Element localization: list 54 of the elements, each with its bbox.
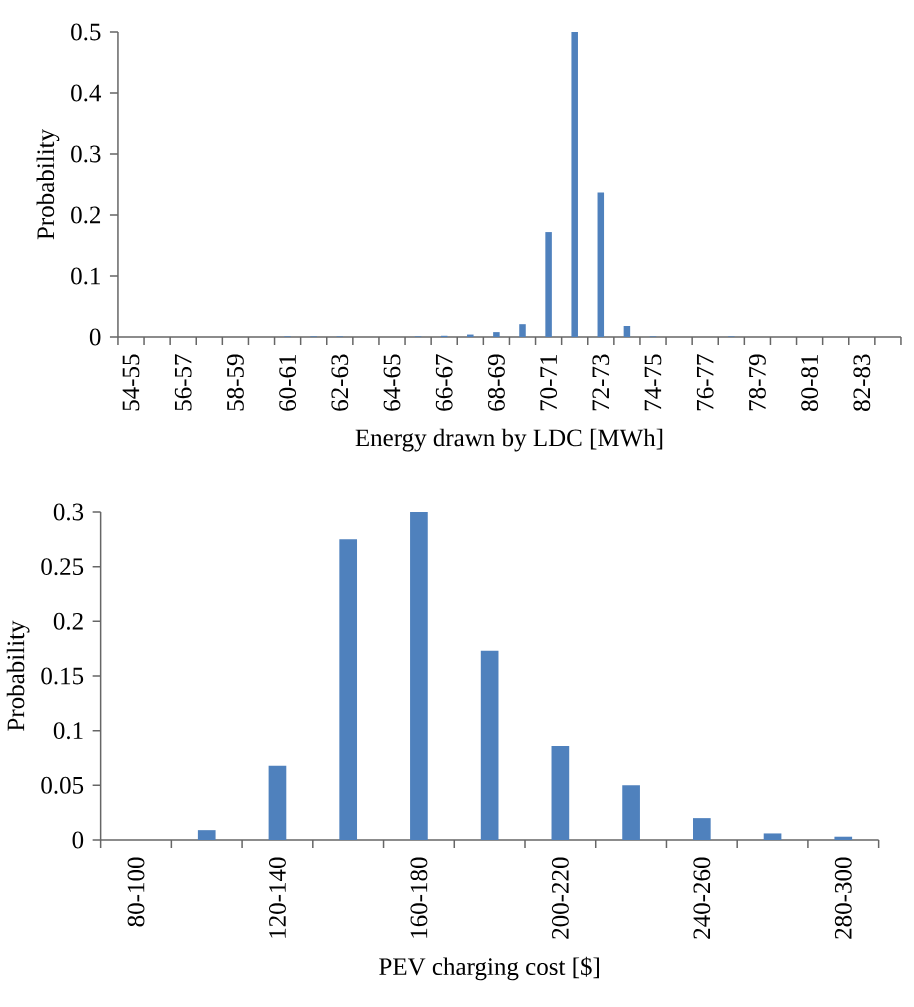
y-tick-label: 0.05 bbox=[41, 776, 84, 794]
y-axis-title: Probability bbox=[6, 620, 30, 731]
y-tick-label: 0.25 bbox=[41, 558, 84, 576]
y-tick-label: 0 bbox=[89, 328, 101, 346]
x-tick-label: 200-220 bbox=[551, 857, 569, 939]
x-tick-label: 66-67 bbox=[435, 354, 453, 411]
x-tick-label: 76-77 bbox=[696, 354, 714, 411]
y-tick-label: 0.2 bbox=[53, 612, 83, 630]
x-tick-label: 160-180 bbox=[410, 857, 428, 938]
bar bbox=[545, 232, 552, 337]
y-tick-label: 0.1 bbox=[53, 722, 83, 740]
x-tick-label: 70-71 bbox=[540, 355, 558, 411]
x-tick-label: 58-59 bbox=[226, 354, 244, 411]
y-tick-label: 0.2 bbox=[71, 206, 101, 224]
bar bbox=[763, 833, 782, 840]
y-tick-label: 0.3 bbox=[71, 145, 101, 163]
x-axis-title: PEV charging cost [$] bbox=[379, 956, 599, 981]
x-tick-label: 80-81 bbox=[801, 355, 819, 411]
bar bbox=[597, 192, 605, 337]
x-tick-label: 80-100 bbox=[127, 857, 145, 927]
y-tick-label: 0.3 bbox=[53, 503, 84, 521]
bar bbox=[551, 745, 570, 840]
bar bbox=[480, 650, 499, 840]
x-tick-label: 56-57 bbox=[174, 354, 192, 411]
bar bbox=[493, 332, 500, 337]
x-tick-label: 120-140 bbox=[269, 857, 286, 938]
x-tick-label: 280-300 bbox=[834, 857, 852, 939]
bar bbox=[519, 324, 526, 337]
bar bbox=[834, 836, 853, 840]
x-tick-label: 62-63 bbox=[331, 354, 349, 411]
x-tick-label: 78-79 bbox=[748, 354, 766, 411]
x-tick-label: 240-260 bbox=[693, 857, 711, 939]
x-tick-label: 82-83 bbox=[853, 354, 871, 411]
y-tick-label: 0.4 bbox=[71, 84, 102, 102]
x-tick-label: 72-73 bbox=[592, 354, 610, 411]
bar bbox=[571, 32, 578, 337]
x-tick-label: 74-75 bbox=[644, 354, 662, 411]
x-tick-label: 64-65 bbox=[383, 354, 401, 411]
x-tick-label: 54-55 bbox=[122, 354, 140, 411]
bar bbox=[692, 818, 711, 840]
y-tick-label: 0 bbox=[72, 831, 84, 849]
x-tick-label: 68-69 bbox=[487, 354, 505, 411]
bar bbox=[623, 326, 631, 337]
bar bbox=[339, 539, 358, 840]
x-axis-title: Energy drawn by LDC [MWh] bbox=[355, 428, 663, 452]
bar bbox=[622, 785, 640, 840]
y-tick-label: 0.5 bbox=[71, 23, 101, 41]
y-tick-label: 0.1 bbox=[71, 267, 100, 285]
bar bbox=[197, 830, 216, 840]
y-axis-title: Probability bbox=[36, 129, 60, 240]
x-tick-label: 60-61 bbox=[279, 355, 297, 411]
bar bbox=[268, 765, 287, 840]
bar bbox=[410, 512, 428, 840]
y-tick-label: 0.15 bbox=[41, 667, 84, 685]
